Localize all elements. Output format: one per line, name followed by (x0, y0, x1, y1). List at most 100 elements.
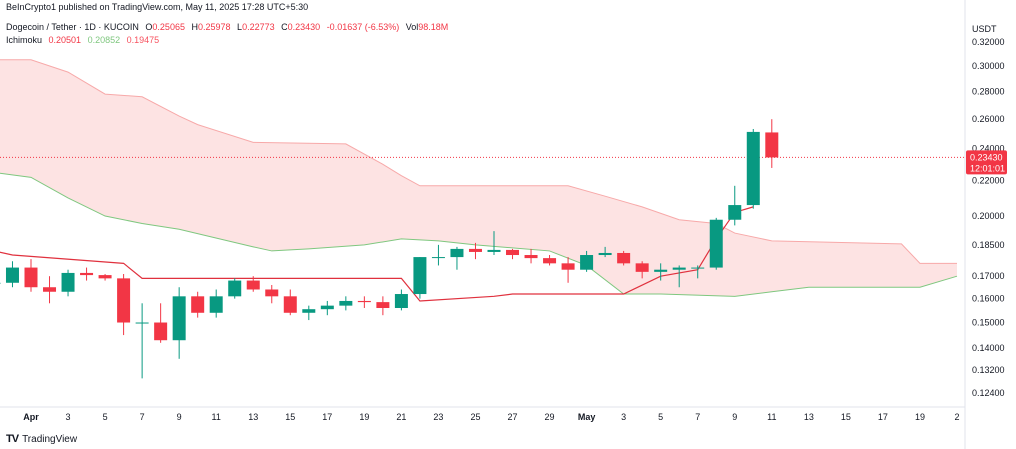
candle[interactable] (43, 276, 57, 304)
candle[interactable] (524, 248, 538, 264)
time-tick-label: 9 (732, 412, 737, 422)
candle[interactable] (339, 296, 353, 311)
candle[interactable] (172, 287, 186, 359)
candle[interactable] (320, 300, 334, 316)
currency-label[interactable]: USDT (972, 24, 997, 34)
time-tick-label: 13 (248, 412, 258, 422)
price-tick-label: 0.15000 (972, 318, 1005, 328)
candle[interactable] (691, 265, 705, 279)
ohlc-legend: Dogecoin / Tether · 1D · KUCOIN O0.25065… (6, 22, 452, 32)
candle-body (672, 267, 686, 270)
candle[interactable] (246, 276, 260, 292)
candles[interactable] (0, 119, 779, 379)
candle-body (24, 267, 38, 288)
time-tick-label: 15 (841, 412, 851, 422)
legend-volume: Vol98.18M (405, 22, 449, 32)
time-tick-label: May (578, 412, 596, 422)
bar-countdown: 12:01:01 (970, 163, 1005, 173)
candle-body (154, 322, 168, 341)
candle[interactable] (709, 217, 723, 270)
candle[interactable] (746, 128, 760, 209)
candle[interactable] (598, 246, 612, 258)
candle-body (468, 248, 482, 252)
candle[interactable] (376, 296, 390, 316)
candle-body (450, 248, 464, 258)
candle[interactable] (413, 257, 427, 299)
candle-body (357, 300, 371, 303)
cloud-fill (0, 59, 957, 297)
tradingview-brand[interactable]: TV TradingView (6, 433, 77, 445)
symbol-name[interactable]: Dogecoin / Tether · 1D · KUCOIN (6, 22, 139, 32)
price-tick-label: 0.22000 (972, 176, 1005, 186)
candle[interactable] (209, 289, 223, 318)
candle[interactable] (580, 250, 594, 272)
candle[interactable] (543, 255, 557, 266)
candle-body (98, 275, 112, 279)
candle[interactable] (765, 119, 779, 168)
candle[interactable] (5, 261, 19, 288)
candle-body (691, 267, 705, 269)
candle-body (265, 289, 279, 297)
ichimoku-cloud (0, 59, 958, 297)
time-tick-label: 17 (322, 412, 332, 422)
candle-body (487, 249, 501, 252)
candle[interactable] (468, 242, 482, 260)
candle[interactable] (80, 267, 94, 281)
candle[interactable] (617, 250, 631, 266)
candle[interactable] (431, 244, 445, 266)
candle[interactable] (61, 269, 75, 297)
candle[interactable] (635, 261, 649, 279)
candle[interactable] (283, 289, 297, 316)
indicator-name[interactable]: Ichimoku (6, 35, 43, 45)
price-tick-label: 0.13200 (972, 365, 1005, 375)
candle[interactable] (561, 257, 575, 283)
candle[interactable] (450, 246, 464, 270)
candle-body (209, 296, 223, 313)
time-tick-label: 23 (433, 412, 443, 422)
time-tick-label: 7 (695, 412, 700, 422)
candle[interactable] (228, 278, 242, 299)
candle[interactable] (117, 274, 131, 336)
candle[interactable] (135, 303, 149, 379)
candle-body (320, 305, 334, 310)
candle[interactable] (98, 274, 112, 281)
candle[interactable] (191, 291, 205, 318)
candle-body (524, 255, 538, 259)
candle[interactable] (154, 303, 168, 343)
publisher-line: BeInCrypto1 published on TradingView.com… (6, 2, 309, 12)
candle-body (283, 296, 297, 313)
last-price-value: 0.23430 (970, 152, 1003, 162)
candle[interactable] (654, 263, 668, 281)
candle-body (80, 272, 94, 276)
time-tick-label: 19 (915, 412, 925, 422)
time-tick-label: 5 (103, 412, 108, 422)
candle[interactable] (265, 284, 279, 304)
cloud-lower-line (0, 172, 958, 297)
candle-body (413, 257, 427, 295)
time-tick-label: 17 (878, 412, 888, 422)
candle-body (654, 269, 668, 272)
candle[interactable] (394, 289, 408, 311)
price-tick-label: 0.30000 (972, 61, 1005, 71)
time-tick-label: 29 (545, 412, 555, 422)
candle[interactable] (24, 259, 38, 292)
time-tick-label: 11 (767, 412, 776, 422)
candle-body (765, 132, 779, 158)
price-tick-label: 0.18500 (972, 240, 1005, 250)
legend-high: H0.25978 (191, 22, 231, 32)
candle-body (228, 280, 242, 297)
candle-body (43, 287, 57, 292)
candle[interactable] (302, 305, 316, 321)
candle-body (580, 255, 594, 270)
candle-body (172, 296, 186, 341)
legend-low: L0.22773 (237, 22, 275, 32)
candle[interactable] (487, 231, 501, 256)
candle[interactable] (672, 265, 686, 288)
candle-body (506, 249, 520, 256)
time-axis[interactable]: Apr 3 5 7 9 11 13 15 17 19 21 23 25 27 29 May 3 5 7 9 11 13 15… (23, 412, 959, 422)
candle[interactable] (506, 248, 520, 260)
price-axis[interactable]: 0.32000 0.30000 0.28000 0.26000 0.24000 0.220… (972, 37, 1005, 398)
candle[interactable] (357, 296, 371, 309)
candle[interactable] (728, 185, 742, 226)
